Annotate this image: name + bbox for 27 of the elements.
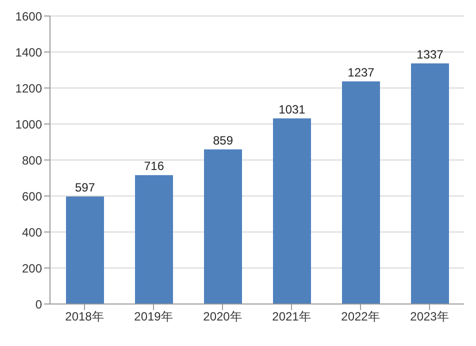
x-tick-label: 2019年 <box>134 310 173 324</box>
y-tick-label: 0 <box>35 297 42 312</box>
data-label: 597 <box>74 180 96 195</box>
y-tick-label: 400 <box>22 225 42 240</box>
data-label: 1237 <box>348 65 375 80</box>
y-tick-label: 800 <box>22 153 42 168</box>
y-tick-label: 600 <box>22 189 42 204</box>
y-tick-label: 1400 <box>15 45 42 60</box>
y-tick-label: 200 <box>22 261 42 276</box>
x-tick-label: 2018年 <box>65 310 104 324</box>
x-tick-label: 2020年 <box>203 310 242 324</box>
bar <box>66 196 104 304</box>
data-label: 1337 <box>416 47 444 62</box>
y-tick-label: 1200 <box>15 81 42 96</box>
bar <box>273 118 311 304</box>
x-tick-label: 2022年 <box>341 310 380 324</box>
bar <box>204 149 242 304</box>
bar <box>135 175 173 304</box>
x-tick-label: 2021年 <box>272 310 311 324</box>
y-tick-label: 1000 <box>15 117 42 132</box>
data-label: 716 <box>144 159 164 174</box>
x-tick-label: 2023年 <box>410 310 449 324</box>
data-label: 859 <box>212 133 234 148</box>
bar <box>411 63 449 304</box>
y-tick-label: 1600 <box>15 9 42 24</box>
data-label: 1031 <box>278 102 306 116</box>
bar <box>342 81 380 304</box>
